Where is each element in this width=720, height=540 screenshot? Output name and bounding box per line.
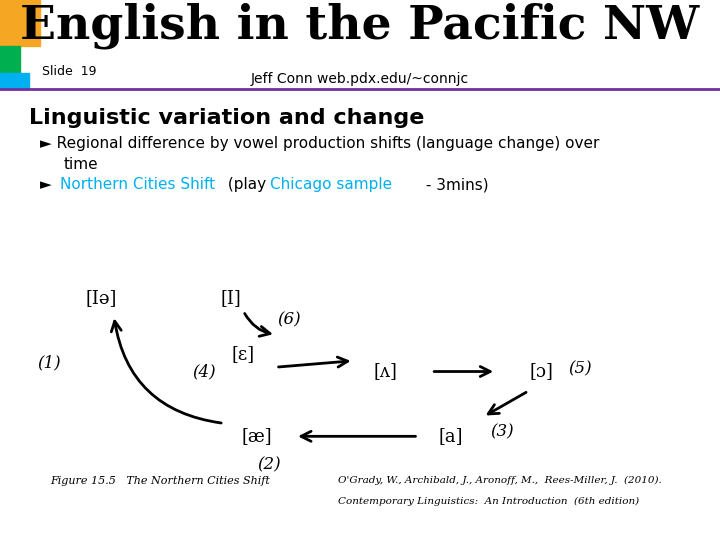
Bar	[0, 46, 20, 75]
Text: [Iə]: [Iə]	[85, 289, 117, 307]
Text: ► Regional difference by vowel production shifts (language change) over: ► Regional difference by vowel productio…	[40, 136, 599, 151]
Text: (4): (4)	[193, 363, 216, 380]
Text: [I]: [I]	[220, 289, 240, 307]
Text: time: time	[63, 157, 98, 172]
Text: Figure 15.5   The Northern Cities Shift: Figure 15.5 The Northern Cities Shift	[50, 476, 270, 487]
Text: [a]: [a]	[438, 427, 463, 446]
Text: Contemporary Linguistics:  An Introduction  (6th edition): Contemporary Linguistics: An Introductio…	[338, 497, 639, 506]
Text: ►: ►	[40, 177, 51, 192]
Text: (play: (play	[223, 177, 271, 192]
Text: Northern Cities Shift: Northern Cities Shift	[60, 177, 215, 192]
Text: Slide  19: Slide 19	[42, 65, 96, 78]
Text: - 3mins): - 3mins)	[421, 177, 489, 192]
Text: [ʌ]: [ʌ]	[374, 362, 398, 381]
Text: Linguistic variation and change: Linguistic variation and change	[29, 108, 424, 128]
Text: (5): (5)	[569, 361, 592, 378]
Text: (3): (3)	[491, 423, 514, 441]
Text: English in the Pacific NW: English in the Pacific NW	[20, 3, 700, 49]
Text: Jeff Conn web.pdx.edu/~connjc: Jeff Conn web.pdx.edu/~connjc	[251, 72, 469, 86]
Text: [ε]: [ε]	[232, 345, 255, 363]
Text: (6): (6)	[277, 311, 300, 328]
Text: O'Grady, W., Archibald, J., Aronoff, M.,  Rees-Miller, J.  (2010).: O'Grady, W., Archibald, J., Aronoff, M.,…	[338, 476, 662, 485]
Text: [æ]: [æ]	[241, 427, 271, 446]
Text: [ɔ]: [ɔ]	[529, 362, 554, 381]
Bar	[0, 0, 40, 46]
Text: (2): (2)	[258, 456, 281, 473]
Bar	[0, 73, 29, 89]
Text: (1): (1)	[37, 354, 60, 372]
Text: Chicago sample: Chicago sample	[270, 177, 392, 192]
